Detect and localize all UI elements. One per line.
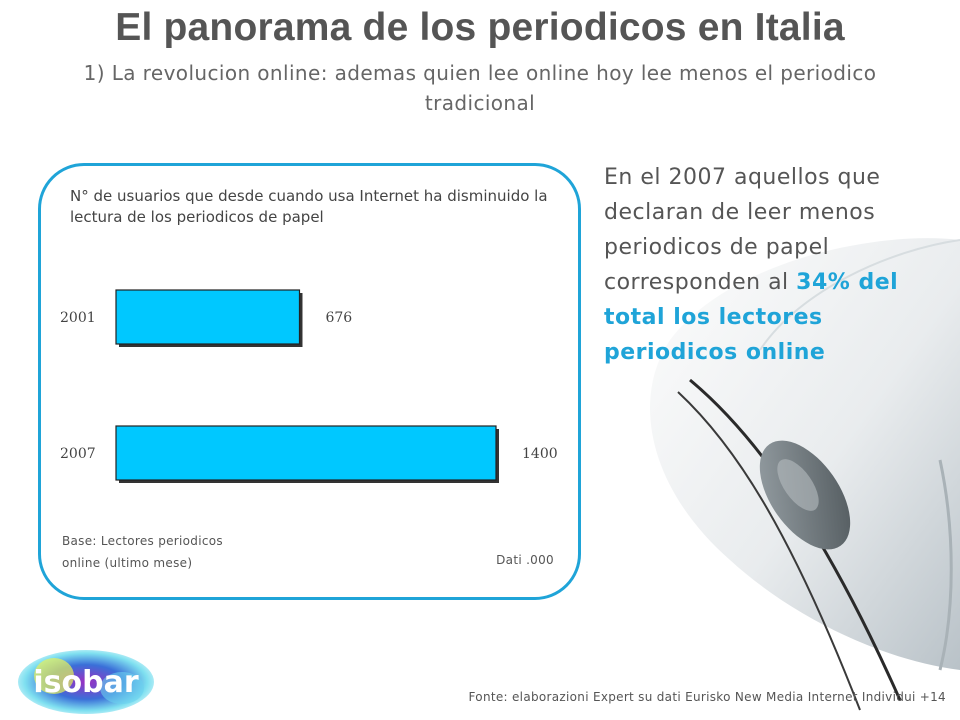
logo-text: isobar	[33, 665, 138, 700]
computer-mouse-image	[650, 238, 960, 711]
base-note: Base: Lectores periodicos online (ultimo…	[62, 530, 282, 574]
value-label: 1400	[522, 446, 558, 462]
isobar-logo: isobar	[18, 650, 154, 714]
unit-note: Dati .000	[496, 553, 554, 567]
bar-2007	[115, 425, 497, 481]
value-label: 676	[325, 310, 352, 326]
chart-card	[38, 163, 581, 600]
callout-text: En el 2007 aquellos que declaran de leer…	[604, 160, 949, 370]
callout-normal: En el 2007 aquellos que declaran de leer…	[604, 165, 881, 295]
chart-title: N° de usuarios que desde cuando usa Inte…	[70, 187, 548, 226]
bar-chart: 2001 676 2007 1400	[60, 289, 558, 483]
base-note-line-2: online (ultimo mese)	[62, 556, 193, 570]
subtitle-line-1: 1) La revolucion online: ademas quien le…	[83, 61, 877, 85]
category-label: 2007	[60, 446, 96, 462]
bar-2001	[115, 289, 301, 345]
base-note-line-1: Base: Lectores periodicos	[62, 534, 223, 548]
category-label: 2001	[60, 310, 96, 326]
page-subtitle: 1) La revolucion online: ademas quien le…	[0, 58, 960, 118]
subtitle-line-2: tradicional	[424, 91, 536, 115]
callout-highlight: 34% del total los lectores periodicos on…	[604, 270, 899, 365]
page-title: El panorama de los periodicos en Italia	[115, 6, 845, 49]
source-footnote: Fonte: elaborazioni Expert su dati Euris…	[468, 690, 946, 704]
